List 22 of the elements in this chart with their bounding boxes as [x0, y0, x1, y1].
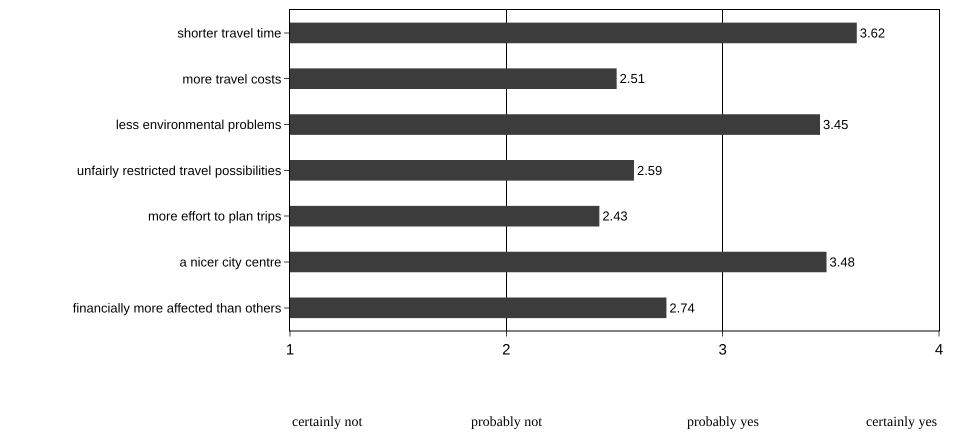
y-tick-label: financially more affected than others	[72, 300, 282, 316]
data-label: 3.62	[860, 25, 886, 40]
x-tick-label: 2	[502, 342, 510, 359]
text: probably yes	[687, 415, 759, 430]
y-tick-label: shorter travel time	[177, 25, 282, 40]
y-tick-label: more travel costs	[182, 71, 282, 86]
data-label: 2.51	[620, 71, 645, 86]
data-label: 2.59	[636, 162, 662, 178]
x-tick-label: 3	[718, 342, 727, 359]
x-tick-label: 4	[934, 342, 944, 359]
y-tick-label: less environmental problems	[116, 117, 282, 132]
y-tick-label: unfairly restricted travel possibilities	[76, 162, 282, 178]
data-label: 2.43	[602, 208, 628, 224]
data-label: 3.48	[830, 254, 855, 270]
y-tick-label: more effort to plan trips	[148, 208, 282, 224]
data-label: 2.74	[669, 300, 695, 316]
x-tick-label: 1	[286, 342, 294, 359]
y-tick-label: a nicer city centre	[180, 254, 282, 270]
text: certainly yes	[866, 415, 938, 430]
text: certainly not	[292, 415, 362, 430]
data-label: 3.45	[823, 117, 848, 132]
text: probably not	[471, 415, 542, 430]
